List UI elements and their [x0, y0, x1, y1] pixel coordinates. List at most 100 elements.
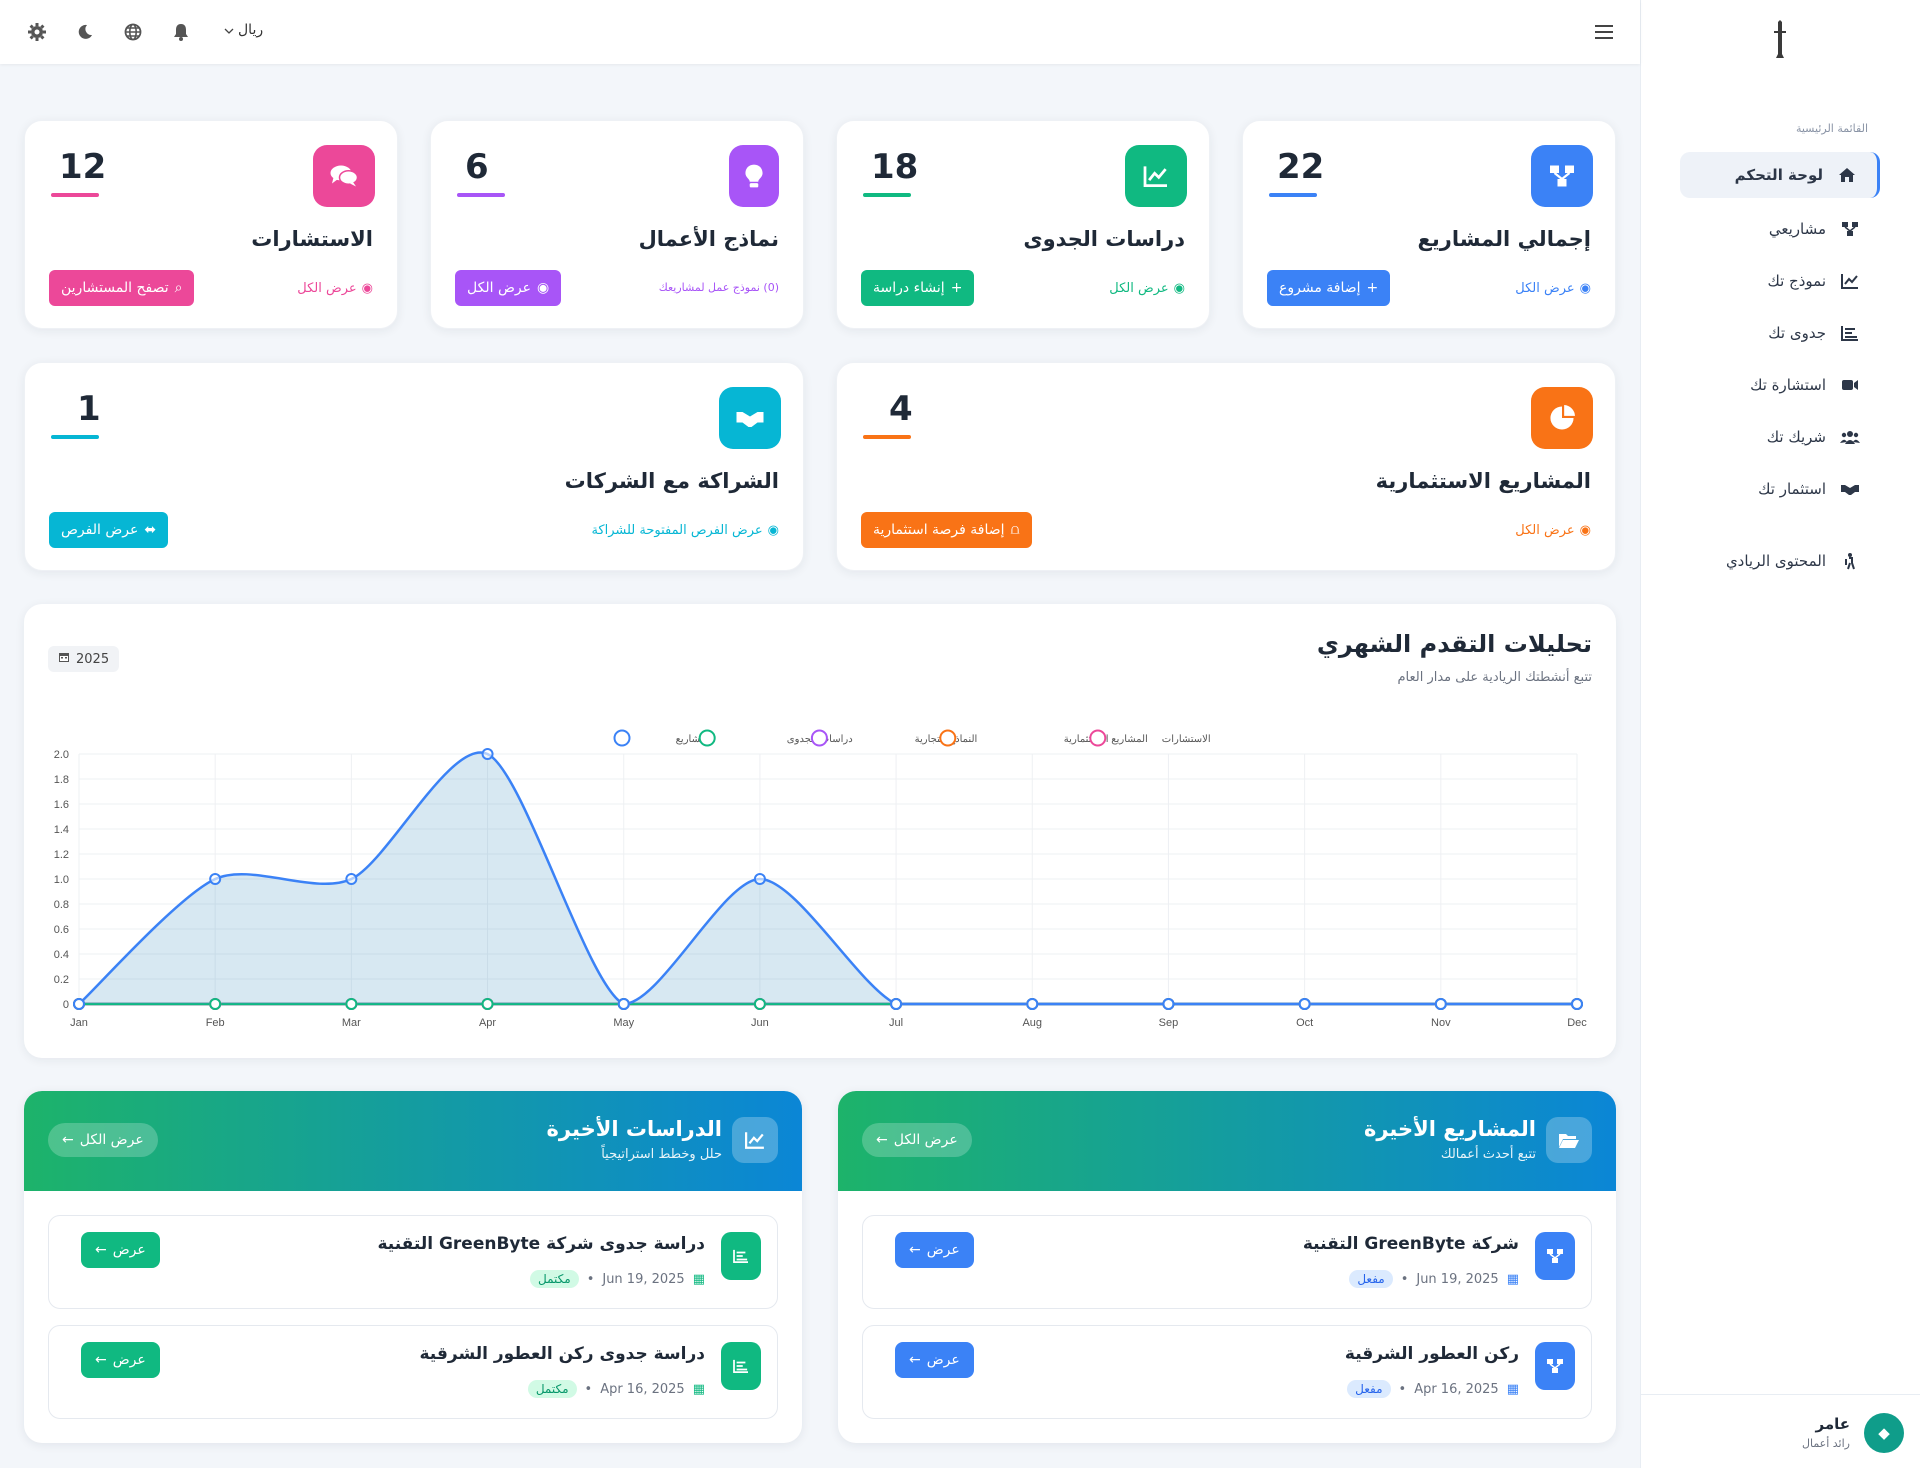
- sidebar-item-feasibility-tech[interactable]: جدوى تك: [1680, 310, 1880, 356]
- button-label: عرض الكل: [893, 1132, 958, 1148]
- lightbulb-icon: [729, 145, 779, 207]
- stat-title: المشاريع الاستثمارية: [1375, 469, 1591, 493]
- list-item[interactable]: دراسة جدوى شركة GreenByte التقنية ▦ Jun …: [48, 1215, 778, 1309]
- plus-icon: +: [950, 280, 963, 296]
- sidebar-item-consulting-tech[interactable]: استشارة تك: [1680, 362, 1880, 408]
- panel-subtitle: حلل وخطط استراتيجياً: [601, 1147, 722, 1162]
- arrow-left-icon: ←: [909, 1242, 921, 1258]
- project-diagram-icon: [1535, 1232, 1575, 1280]
- home-icon: [1837, 165, 1857, 185]
- notifications-bell-icon[interactable]: [169, 20, 193, 44]
- arrow-left-icon: ←: [95, 1242, 107, 1258]
- year-selector[interactable]: 2025: [48, 646, 120, 672]
- status-badge: مفعل: [1349, 1270, 1393, 1288]
- calendar-icon: ▦: [1506, 1381, 1519, 1397]
- data-point: [753, 873, 766, 885]
- legend-swatch: [1089, 729, 1107, 747]
- stat-title: إجمالي المشاريع: [1417, 227, 1591, 251]
- view-project-button[interactable]: عرض ←: [895, 1342, 974, 1378]
- view-all-investments-link[interactable]: ◉ عرض الكل: [1515, 523, 1591, 538]
- view-project-button[interactable]: عرض ←: [895, 1232, 974, 1268]
- eye-icon: ◉: [767, 523, 779, 538]
- item-meta: ▦ Apr 16, 2025 • مفعل: [1347, 1380, 1519, 1398]
- view-opportunities-button[interactable]: ⬌ عرض الفرص: [49, 512, 169, 548]
- view-study-button[interactable]: عرض ←: [81, 1232, 160, 1268]
- sidebar-item-dashboard[interactable]: لوحة التحكم: [1680, 152, 1880, 198]
- video-icon: [1840, 375, 1860, 395]
- user-name: عامر: [1815, 1415, 1851, 1433]
- status-badge: مفعل: [1347, 1380, 1391, 1398]
- list-item[interactable]: شركة GreenByte التقنية ▦ Jun 19, 2025 • …: [862, 1215, 1592, 1309]
- panel-title: الدراسات الأخيرة: [546, 1117, 722, 1141]
- data-point: [209, 998, 222, 1010]
- add-investment-opportunity-button[interactable]: ⩍ إضافة فرصة استثمارية: [861, 512, 1032, 548]
- link-label: عرض الكل: [297, 281, 357, 296]
- y-tick-label: 1.4: [54, 824, 69, 836]
- sidebar-item-label: نموذج تك: [1767, 272, 1826, 290]
- button-label: تصفح المستشارين: [61, 280, 169, 296]
- recent-projects-panel: المشاريع الأخيرة تتبع أحدث أعمالك عرض ال…: [838, 1091, 1616, 1443]
- series-area: [79, 752, 1577, 1004]
- add-project-button[interactable]: + إضافة مشروع: [1267, 270, 1391, 306]
- view-all-projects-link[interactable]: ◉ عرض الكل: [1515, 281, 1591, 296]
- plus-icon: +: [1366, 280, 1379, 296]
- stat-title: دراسات الجدوى: [1023, 227, 1185, 251]
- project-diagram-icon: [1535, 1342, 1575, 1390]
- view-all-projects-button[interactable]: عرض الكل ←: [862, 1123, 972, 1157]
- language-globe-icon[interactable]: [121, 20, 145, 44]
- sidebar-item-label: شريك تك: [1766, 428, 1826, 446]
- create-study-button[interactable]: + إنشاء دراسة: [861, 270, 975, 306]
- stat-card-business-models: 6 نماذج الأعمال (0) نموذج عمل لمشاريعك ◉…: [430, 120, 804, 329]
- y-tick-label: 1.0: [54, 874, 69, 886]
- sidebar-item-investment-tech[interactable]: استثمار تك: [1680, 466, 1880, 512]
- y-tick-label: 0.4: [54, 949, 69, 961]
- stat-underline: [51, 435, 99, 439]
- sidebar-item-partner-tech[interactable]: شريك تك: [1680, 414, 1880, 460]
- stat-number: 12: [59, 147, 107, 187]
- arrow-left-icon: ←: [95, 1352, 107, 1368]
- sidebar-item-model-tech[interactable]: نموذج تك: [1680, 258, 1880, 304]
- hamburger-menu-icon[interactable]: [1592, 20, 1616, 44]
- view-open-partnerships-link[interactable]: ◉ عرض الفرص المفتوحة للشراكة: [591, 523, 779, 538]
- view-all-studies-button[interactable]: عرض الكل ←: [48, 1123, 158, 1157]
- item-meta: ▦ Apr 16, 2025 • مكتمل: [527, 1380, 705, 1398]
- brand-logo[interactable]: [1760, 18, 1800, 62]
- item-date: Apr 16, 2025: [600, 1381, 685, 1397]
- business-models-link[interactable]: (0) نموذج عمل لمشاريعك: [659, 281, 779, 294]
- chart-bar-icon: [1840, 323, 1860, 343]
- stat-number: 22: [1277, 147, 1325, 187]
- eye-icon: ◉: [536, 280, 550, 296]
- user-profile[interactable]: ◆ عامر رائد أعمال: [1640, 1394, 1920, 1468]
- view-all-models-button[interactable]: ◉ عرض الكل: [455, 270, 562, 306]
- stat-title: الاستشارات: [251, 227, 373, 251]
- panel-subtitle: تتبع أحدث أعمالك: [1440, 1147, 1536, 1162]
- x-tick-label: Dec: [1567, 1017, 1587, 1029]
- data-point: [1298, 998, 1311, 1010]
- sidebar-item-my-projects[interactable]: مشاريعي: [1680, 206, 1880, 252]
- chart-bar-icon: [721, 1342, 761, 1390]
- button-label: إنشاء دراسة: [873, 280, 945, 296]
- handshake-icon: ⬌: [144, 522, 157, 538]
- view-all-consultations-link[interactable]: ◉ عرض الكل: [297, 281, 373, 296]
- browse-consultants-button[interactable]: ⌕ تصفح المستشارين: [49, 270, 195, 306]
- eye-icon: ◉: [1579, 523, 1591, 538]
- user-avatar[interactable]: ◆: [1864, 1413, 1904, 1453]
- list-item[interactable]: دراسة جدوى ركن العطور الشرقية ▦ Apr 16, …: [48, 1325, 778, 1419]
- view-all-studies-link[interactable]: ◉ عرض الكل: [1109, 281, 1185, 296]
- list-item[interactable]: ركن العطور الشرقية ▦ Apr 16, 2025 • مفعل…: [862, 1325, 1592, 1419]
- stat-card-investment-projects: 4 المشاريع الاستثمارية ◉ عرض الكل ⩍ إضافة …: [836, 362, 1616, 571]
- separator-dot: •: [586, 1271, 595, 1287]
- currency-selector[interactable]: ريال: [224, 22, 263, 38]
- sidebar-item-entrepreneurial-content[interactable]: المحتوى الريادي: [1680, 538, 1880, 584]
- view-study-button[interactable]: عرض ←: [81, 1342, 160, 1378]
- settings-gear-icon[interactable]: [25, 20, 49, 44]
- link-label: عرض الكل: [1515, 281, 1575, 296]
- panel-title: المشاريع الأخيرة: [1363, 1117, 1536, 1141]
- handshake-icon: [1840, 479, 1860, 499]
- data-point: [481, 748, 494, 760]
- data-point: [890, 998, 903, 1010]
- stat-underline: [863, 193, 911, 197]
- stat-underline: [1269, 193, 1317, 197]
- handshake-icon: [719, 387, 781, 449]
- dark-mode-moon-icon[interactable]: [73, 20, 97, 44]
